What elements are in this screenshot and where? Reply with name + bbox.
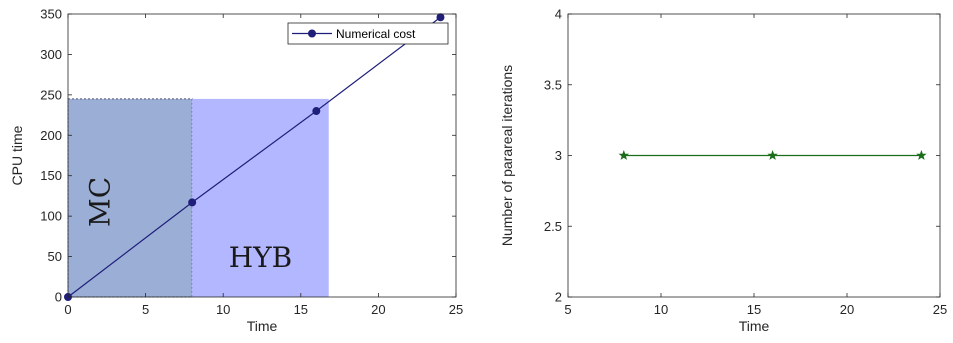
x-tick-label: 25 [933,302,947,317]
x-axis-label: Time [739,318,770,334]
y-tick-label: 3 [555,148,562,163]
legend-box [287,22,449,45]
hyb-region [192,98,329,298]
x-axis-label: Time [247,318,278,334]
data-point [188,198,197,207]
y-axis-label: CPU time [9,125,25,185]
y-tick-label: 100 [40,209,62,224]
y-tick-label: 2.5 [544,219,562,234]
y-tick-label: 250 [40,87,62,102]
legend-label: Numerical cost [336,27,416,41]
data-point [436,13,445,22]
x-tick-label: 5 [564,302,571,317]
x-tick-label: 15 [294,302,308,317]
series-line [67,16,441,298]
x-tick-label: 20 [371,302,385,317]
y-tick-label: 2 [555,290,562,305]
y-tick-label: 300 [40,47,62,62]
mc-region-label: MC [84,177,117,227]
x-tick-label: 0 [64,302,71,317]
y-tick-label: 4 [555,7,562,22]
axes-layer: 5 10 15 20 25 2 2.5 3 3.5 4 [544,7,947,318]
y-tick-label: 150 [40,168,62,183]
mc-region [67,98,193,298]
parareal-iterations-chart: 5 10 15 20 25 2 2.5 3 3.5 4 Time Number of parare… [499,7,947,335]
x-tick-label: 20 [840,302,854,317]
y-tick-label: 3.5 [544,77,562,92]
x-tick-label: 10 [216,302,230,317]
y-tick-label: 200 [40,128,62,143]
data-point [916,150,927,160]
y-tick-label: 50 [48,249,62,264]
legend-marker [308,29,316,38]
x-tick-label: 25 [449,302,463,317]
y-tick-label: 0 [55,290,62,305]
axes-frame [67,13,457,298]
region-layer: MC HYB [67,98,329,298]
x-tick-label: 10 [654,302,668,317]
x-tick-label: 15 [747,302,761,317]
hyb-region-label: HYB [229,241,292,274]
y-tick-label: 350 [40,7,62,22]
legend: Numerical cost [287,22,449,45]
data-point [618,150,629,160]
data-point [312,107,321,116]
y-axis-label: Number of parareal iterations [499,65,515,246]
data-point [767,150,778,160]
x-tick-label: 5 [142,302,149,317]
series-layer [618,150,927,160]
